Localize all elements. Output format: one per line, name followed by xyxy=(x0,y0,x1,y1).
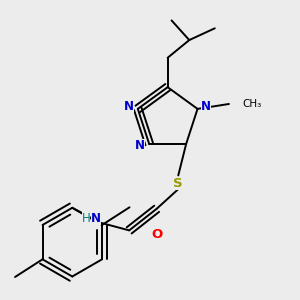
Text: H: H xyxy=(82,212,90,225)
Text: N: N xyxy=(201,100,212,113)
Text: N: N xyxy=(124,100,134,113)
Text: CH₃: CH₃ xyxy=(243,99,262,109)
Text: N: N xyxy=(135,140,146,152)
Text: S: S xyxy=(173,177,183,190)
Text: O: O xyxy=(151,228,162,241)
Text: N: N xyxy=(91,212,101,225)
